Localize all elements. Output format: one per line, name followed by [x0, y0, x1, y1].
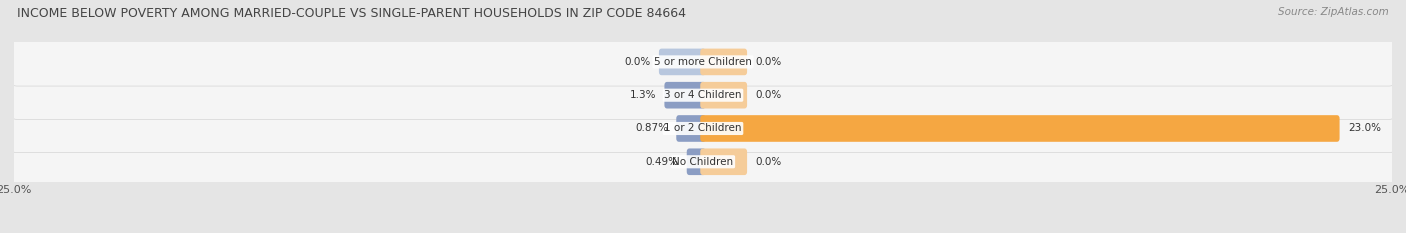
- Text: 23.0%: 23.0%: [1348, 123, 1381, 134]
- FancyBboxPatch shape: [676, 115, 706, 142]
- Text: 0.0%: 0.0%: [624, 57, 651, 67]
- FancyBboxPatch shape: [8, 71, 1398, 119]
- Text: 1.3%: 1.3%: [630, 90, 657, 100]
- Text: 3 or 4 Children: 3 or 4 Children: [664, 90, 742, 100]
- FancyBboxPatch shape: [8, 38, 1398, 86]
- Text: 0.0%: 0.0%: [755, 57, 782, 67]
- FancyBboxPatch shape: [659, 49, 706, 75]
- Text: 1 or 2 Children: 1 or 2 Children: [664, 123, 742, 134]
- FancyBboxPatch shape: [8, 138, 1398, 186]
- FancyBboxPatch shape: [665, 82, 706, 109]
- Text: 5 or more Children: 5 or more Children: [654, 57, 752, 67]
- FancyBboxPatch shape: [700, 49, 747, 75]
- Text: 0.49%: 0.49%: [645, 157, 679, 167]
- Text: 0.87%: 0.87%: [636, 123, 668, 134]
- FancyBboxPatch shape: [700, 115, 1340, 142]
- FancyBboxPatch shape: [700, 148, 747, 175]
- FancyBboxPatch shape: [700, 82, 747, 109]
- Text: INCOME BELOW POVERTY AMONG MARRIED-COUPLE VS SINGLE-PARENT HOUSEHOLDS IN ZIP COD: INCOME BELOW POVERTY AMONG MARRIED-COUPL…: [17, 7, 686, 20]
- Text: 0.0%: 0.0%: [755, 157, 782, 167]
- FancyBboxPatch shape: [686, 148, 706, 175]
- Text: 0.0%: 0.0%: [755, 90, 782, 100]
- Text: No Children: No Children: [672, 157, 734, 167]
- FancyBboxPatch shape: [8, 104, 1398, 153]
- Text: Source: ZipAtlas.com: Source: ZipAtlas.com: [1278, 7, 1389, 17]
